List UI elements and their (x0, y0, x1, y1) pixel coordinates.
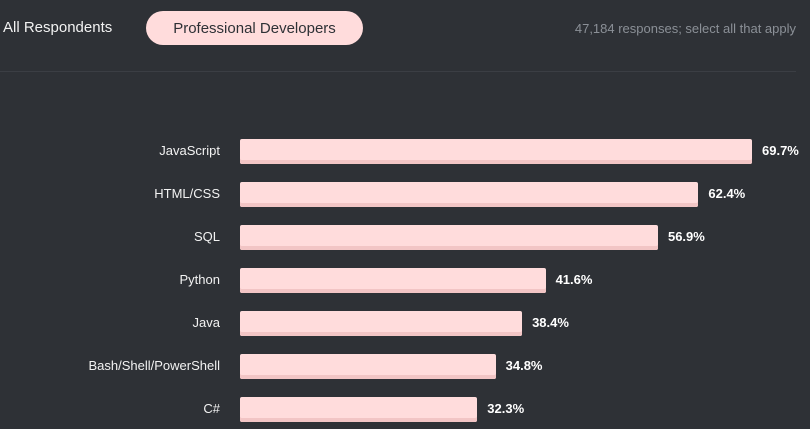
tab-all-respondents[interactable]: All Respondents (3, 19, 113, 36)
bar (240, 225, 658, 250)
value-label: 56.9% (667, 229, 705, 244)
value-label: 38.4% (532, 315, 569, 330)
bar-row: Python 41.6% (0, 268, 810, 293)
value-label: 41.6% (555, 272, 593, 287)
category-label: Bash/Shell/PowerShell (88, 358, 220, 373)
bar (240, 182, 699, 207)
bar (240, 139, 752, 164)
bar-row: C# 32.3% (0, 397, 810, 422)
value-label: 62.4% (708, 186, 746, 201)
bar-row: Java 38.4% (0, 311, 810, 336)
category-label: Python (179, 272, 220, 287)
divider (0, 71, 796, 72)
bar-row: SQL 56.9% (0, 225, 810, 250)
bar-row: Bash/Shell/PowerShell 34.8% (0, 354, 810, 379)
category-label: C# (203, 401, 220, 416)
value-label: 32.3% (487, 401, 525, 416)
category-label: HTML/CSS (154, 186, 220, 201)
value-label: 69.7% (762, 143, 799, 158)
value-label: 34.8% (505, 358, 543, 373)
category-label: SQL (193, 229, 220, 244)
category-label: Java (192, 315, 220, 330)
bar-row: HTML/CSS 62.4% (0, 182, 810, 207)
bar (240, 354, 496, 379)
bar (240, 311, 523, 336)
tab-professional-developers[interactable]: Professional Developers (146, 11, 363, 45)
response-count: 47,184 responses; select all that apply (574, 21, 796, 36)
bar (240, 268, 546, 293)
bar-row: JavaScript 69.7% (0, 139, 810, 164)
bar (240, 397, 478, 422)
category-label: JavaScript (159, 143, 220, 158)
